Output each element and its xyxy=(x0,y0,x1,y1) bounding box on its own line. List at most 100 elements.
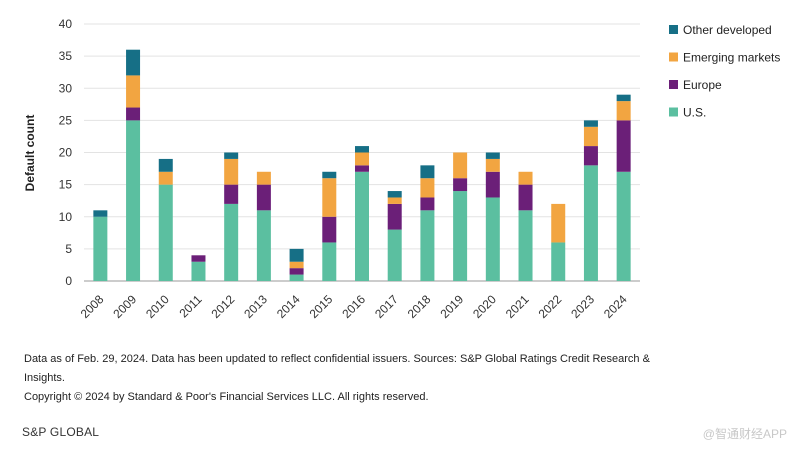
bar-segment-u-s--2011 xyxy=(191,261,206,281)
bar-segment-emerging-markets-2018 xyxy=(420,178,435,198)
x-tick-label: 2023 xyxy=(568,292,597,321)
bar-segment-emerging-markets-2023 xyxy=(583,126,598,147)
bar-segment-europe-2017 xyxy=(387,203,402,230)
bar-segment-europe-2016 xyxy=(355,165,369,172)
bar-segment-u-s--2023 xyxy=(583,165,598,281)
bar-segment-emerging-markets-2022 xyxy=(551,203,566,243)
bar-segment-other-developed-2024 xyxy=(616,94,631,102)
y-tick-label: 0 xyxy=(65,274,72,288)
chart-notes: Data as of Feb. 29, 2024. Data has been … xyxy=(24,350,664,407)
x-tick-label: 2013 xyxy=(241,292,270,321)
legend-label: Other developed xyxy=(683,23,772,37)
notes-copyright: Copyright © 2024 by Standard & Poor's Fi… xyxy=(24,391,429,403)
bar-segment-u-s--2020 xyxy=(485,197,500,281)
legend-swatch xyxy=(669,52,678,62)
bars xyxy=(93,49,631,281)
legend-swatch xyxy=(669,80,678,89)
bar-segment-u-s--2014 xyxy=(289,274,304,281)
bar-segment-europe-2015 xyxy=(322,216,337,243)
bar-segment-other-developed-2010 xyxy=(158,158,173,172)
bar-segment-europe-2023 xyxy=(583,146,598,166)
y-tick-label: 25 xyxy=(59,113,73,127)
legend-label: Europe xyxy=(683,78,722,92)
bar-segment-u-s--2008 xyxy=(93,216,108,281)
legend: Other developed Emerging markets Europe U.S… xyxy=(669,23,780,120)
bar-segment-emerging-markets-2019 xyxy=(453,152,468,179)
legend-label: Emerging markets xyxy=(683,51,780,65)
x-tick-label: 2014 xyxy=(274,292,303,321)
y-tick-label: 20 xyxy=(59,146,73,160)
bar-segment-u-s--2009 xyxy=(126,120,141,281)
bar-segment-u-s--2021 xyxy=(518,210,533,281)
bar-segment-other-developed-2017 xyxy=(387,191,402,198)
bar-segment-europe-2018 xyxy=(420,197,435,211)
bar-segment-emerging-markets-2012 xyxy=(224,158,239,185)
watermark: @智通财经APP xyxy=(702,427,787,441)
bar-segment-other-developed-2016 xyxy=(355,146,369,153)
bar-segment-u-s--2018 xyxy=(420,210,435,281)
y-tick-labels: 0 5 10 15 20 25 30 35 40 xyxy=(59,17,73,288)
bar-segment-u-s--2013 xyxy=(256,210,271,281)
bar-segment-emerging-markets-2016 xyxy=(355,152,369,166)
bar-segment-other-developed-2018 xyxy=(420,165,435,179)
bar-segment-emerging-markets-2013 xyxy=(256,171,271,185)
bar-segment-u-s--2019 xyxy=(453,191,468,281)
bar-segment-other-developed-2023 xyxy=(583,120,598,127)
bar-segment-u-s--2016 xyxy=(355,171,369,281)
bar-segment-europe-2013 xyxy=(256,184,271,211)
x-tick-label: 2021 xyxy=(503,292,532,321)
bar-segment-u-s--2012 xyxy=(224,203,239,281)
y-tick-label: 15 xyxy=(59,178,73,192)
x-tick-label: 2010 xyxy=(143,292,172,321)
bar-segment-other-developed-2012 xyxy=(224,152,239,159)
x-tick-label: 2019 xyxy=(437,292,466,321)
x-tick-label: 2012 xyxy=(209,292,238,321)
bar-segment-emerging-markets-2010 xyxy=(158,171,173,185)
bar-segment-emerging-markets-2014 xyxy=(289,261,304,269)
bar-segment-europe-2021 xyxy=(518,184,533,211)
x-tick-label: 2024 xyxy=(601,292,630,321)
bar-segment-u-s--2022 xyxy=(551,242,566,281)
bar-segment-emerging-markets-2015 xyxy=(322,178,337,217)
y-axis-title: Default count xyxy=(23,115,37,192)
bar-segment-europe-2019 xyxy=(453,178,468,192)
bar-segment-u-s--2017 xyxy=(387,229,402,281)
bar-segment-emerging-markets-2017 xyxy=(387,197,402,204)
bar-segment-other-developed-2009 xyxy=(126,49,141,76)
legend-swatch xyxy=(669,25,678,34)
x-tick-label: 2009 xyxy=(110,292,139,321)
y-tick-label: 5 xyxy=(65,242,72,256)
y-tick-label: 10 xyxy=(59,210,73,224)
bar-segment-u-s--2024 xyxy=(616,171,631,281)
bar-segment-europe-2009 xyxy=(126,107,141,121)
bar-segment-emerging-markets-2021 xyxy=(518,171,533,185)
brand-label: S&P GLOBAL xyxy=(22,425,100,439)
legend-label: U.S. xyxy=(683,106,706,120)
x-tick-label: 2015 xyxy=(307,292,336,321)
x-tick-label: 2022 xyxy=(536,292,565,321)
x-tick-labels: 2008 2009 2010 2011 2012 2013 2014 2015 2016 2017… xyxy=(78,292,630,321)
notes-sources: Data as of Feb. 29, 2024. Data has been … xyxy=(24,353,650,384)
bar-segment-europe-2012 xyxy=(224,184,239,204)
y-tick-label: 30 xyxy=(59,81,73,95)
bar-segment-europe-2020 xyxy=(485,171,500,198)
y-tick-label: 40 xyxy=(59,17,73,31)
bar-segment-other-developed-2014 xyxy=(289,248,304,262)
bar-segment-other-developed-2015 xyxy=(322,171,337,179)
bar-segment-other-developed-2008 xyxy=(93,210,108,217)
y-tick-label: 35 xyxy=(59,49,73,63)
bar-segment-u-s--2015 xyxy=(322,242,337,281)
bar-segment-europe-2014 xyxy=(289,268,304,275)
bar-segment-u-s--2010 xyxy=(158,184,173,281)
x-tick-label: 2016 xyxy=(339,292,368,321)
bar-segment-europe-2024 xyxy=(616,120,631,172)
bar-segment-other-developed-2020 xyxy=(485,152,500,159)
x-tick-label: 2020 xyxy=(470,292,499,321)
x-tick-label: 2008 xyxy=(78,292,107,321)
legend-swatch xyxy=(669,107,678,117)
bar-segment-emerging-markets-2020 xyxy=(485,158,500,172)
x-tick-label: 2011 xyxy=(176,292,204,320)
x-tick-label: 2017 xyxy=(372,292,401,321)
bar-segment-europe-2011 xyxy=(191,255,206,262)
